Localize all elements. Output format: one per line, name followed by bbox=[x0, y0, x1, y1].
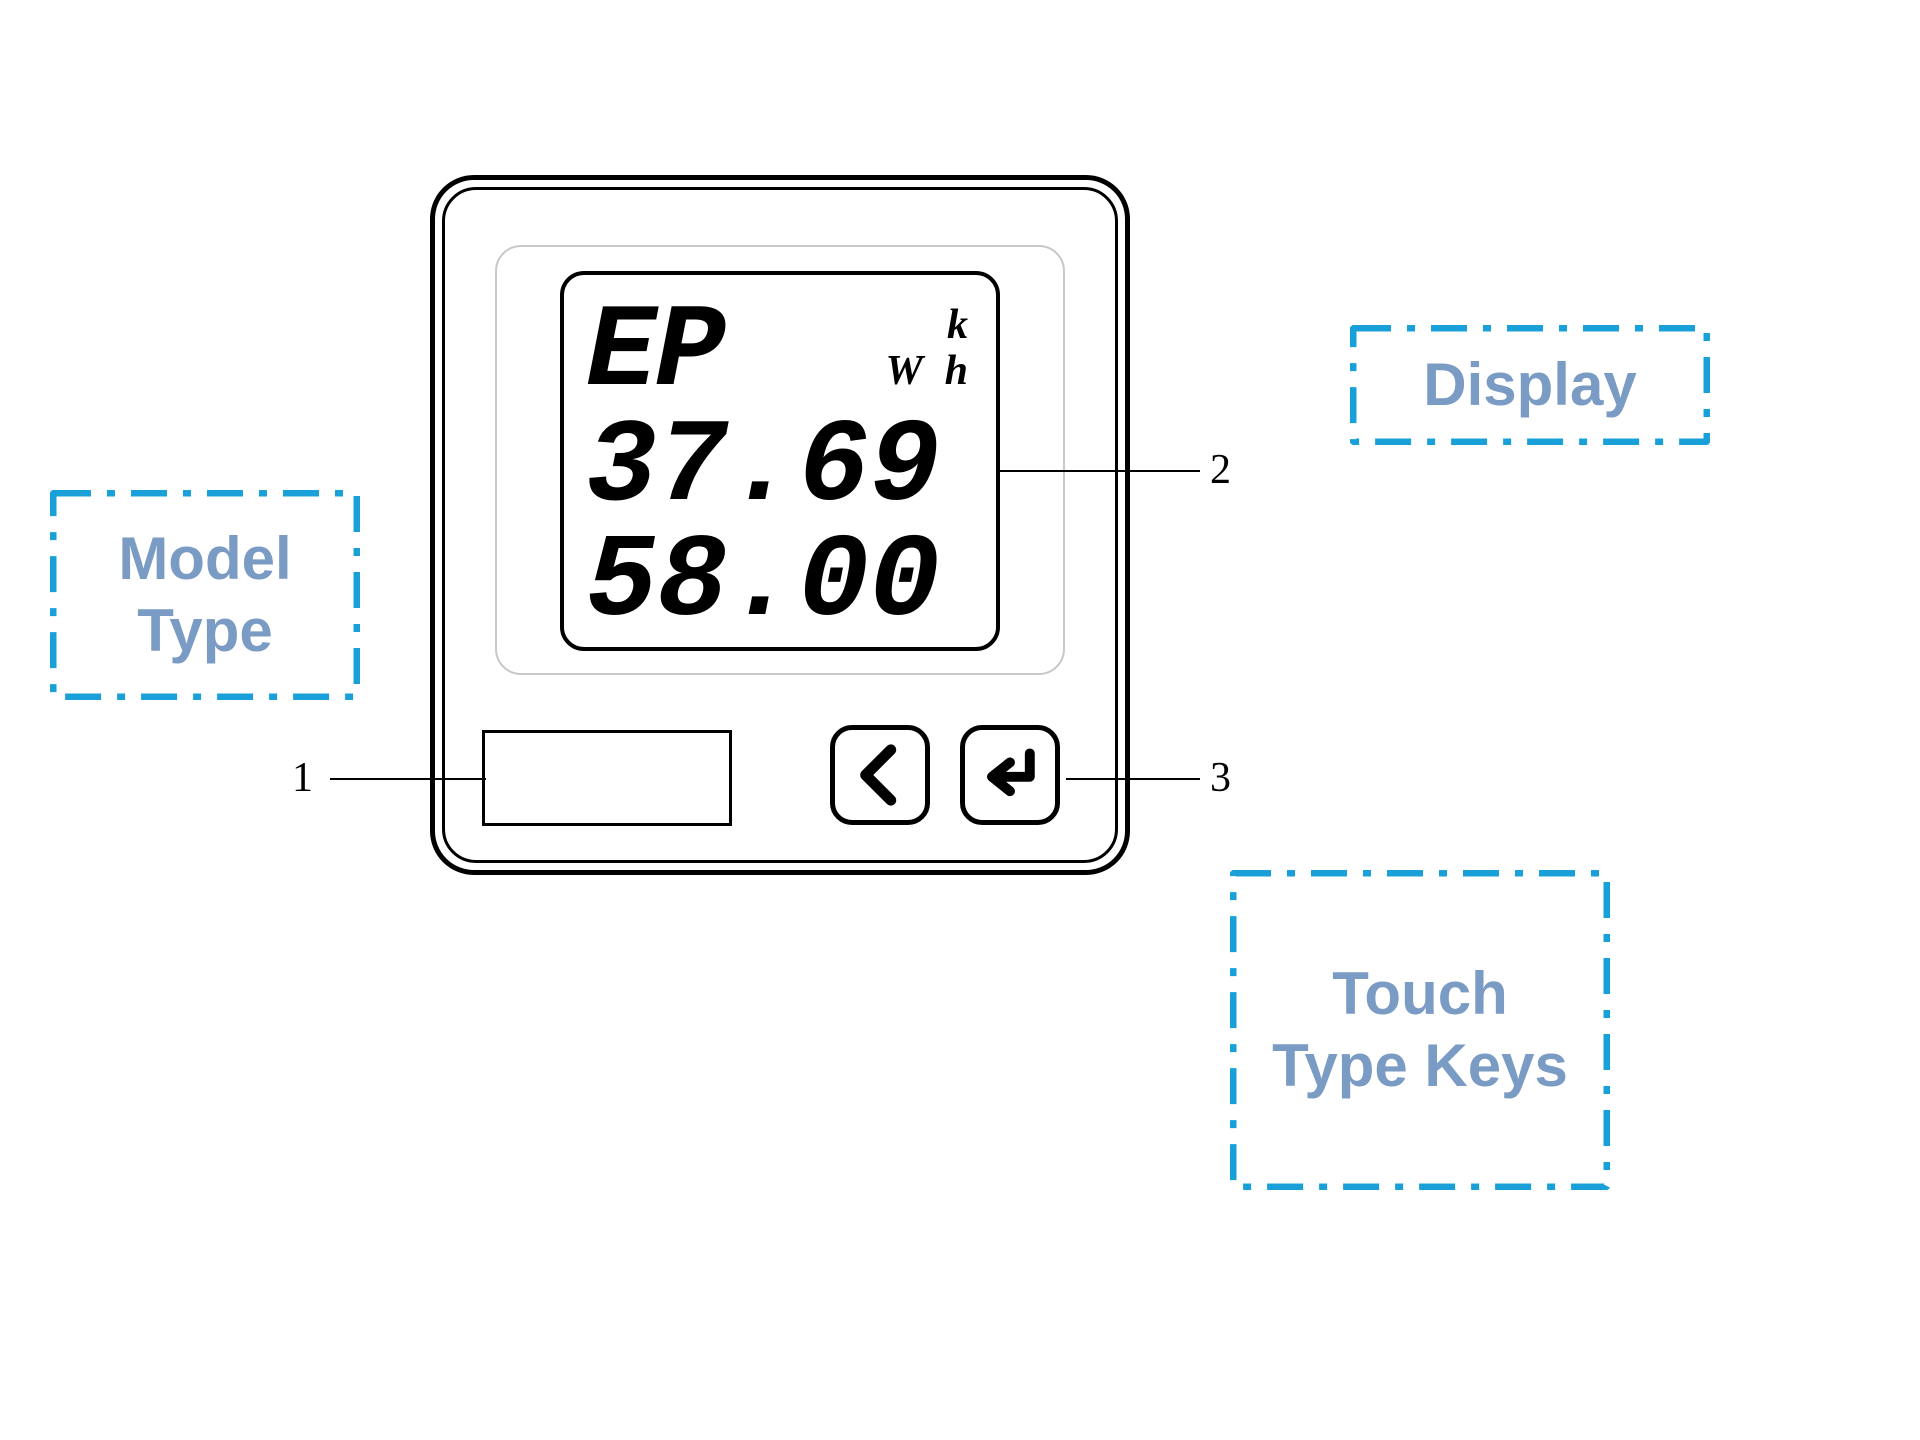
callout-model-type: Model Type bbox=[50, 490, 360, 700]
diagram-canvas: EP 37.69 58.00 k W h 1 bbox=[0, 0, 1920, 1440]
panel-meter: EP 37.69 58.00 k W h bbox=[430, 175, 1130, 875]
enter-arrow-icon bbox=[965, 807, 1055, 824]
lcd-screen: EP 37.69 58.00 k W h bbox=[560, 271, 1000, 651]
lead-line-1 bbox=[330, 778, 486, 780]
model-type-label-plate bbox=[482, 730, 732, 826]
back-button[interactable] bbox=[830, 725, 930, 825]
lead-line-3 bbox=[1066, 778, 1200, 780]
callout-display-text: Display bbox=[1423, 349, 1636, 421]
enter-button[interactable] bbox=[960, 725, 1060, 825]
callout-number-2: 2 bbox=[1210, 446, 1231, 494]
chevron-left-icon bbox=[835, 807, 925, 824]
lead-line-2 bbox=[1000, 470, 1200, 472]
callout-number-1: 1 bbox=[292, 754, 313, 802]
callout-model-type-text: Model Type bbox=[78, 523, 332, 667]
lcd-unit-k: k bbox=[947, 301, 968, 349]
lcd-row-2: 37.69 bbox=[586, 410, 986, 522]
callout-touch-keys: Touch Type Keys bbox=[1230, 870, 1610, 1190]
lcd-unit-wh: W h bbox=[886, 347, 974, 395]
callout-touch-keys-text: Touch Type Keys bbox=[1258, 958, 1582, 1102]
callout-display: Display bbox=[1350, 325, 1710, 445]
lcd-row-3: 58.00 bbox=[586, 525, 986, 637]
callout-number-3: 3 bbox=[1210, 754, 1231, 802]
